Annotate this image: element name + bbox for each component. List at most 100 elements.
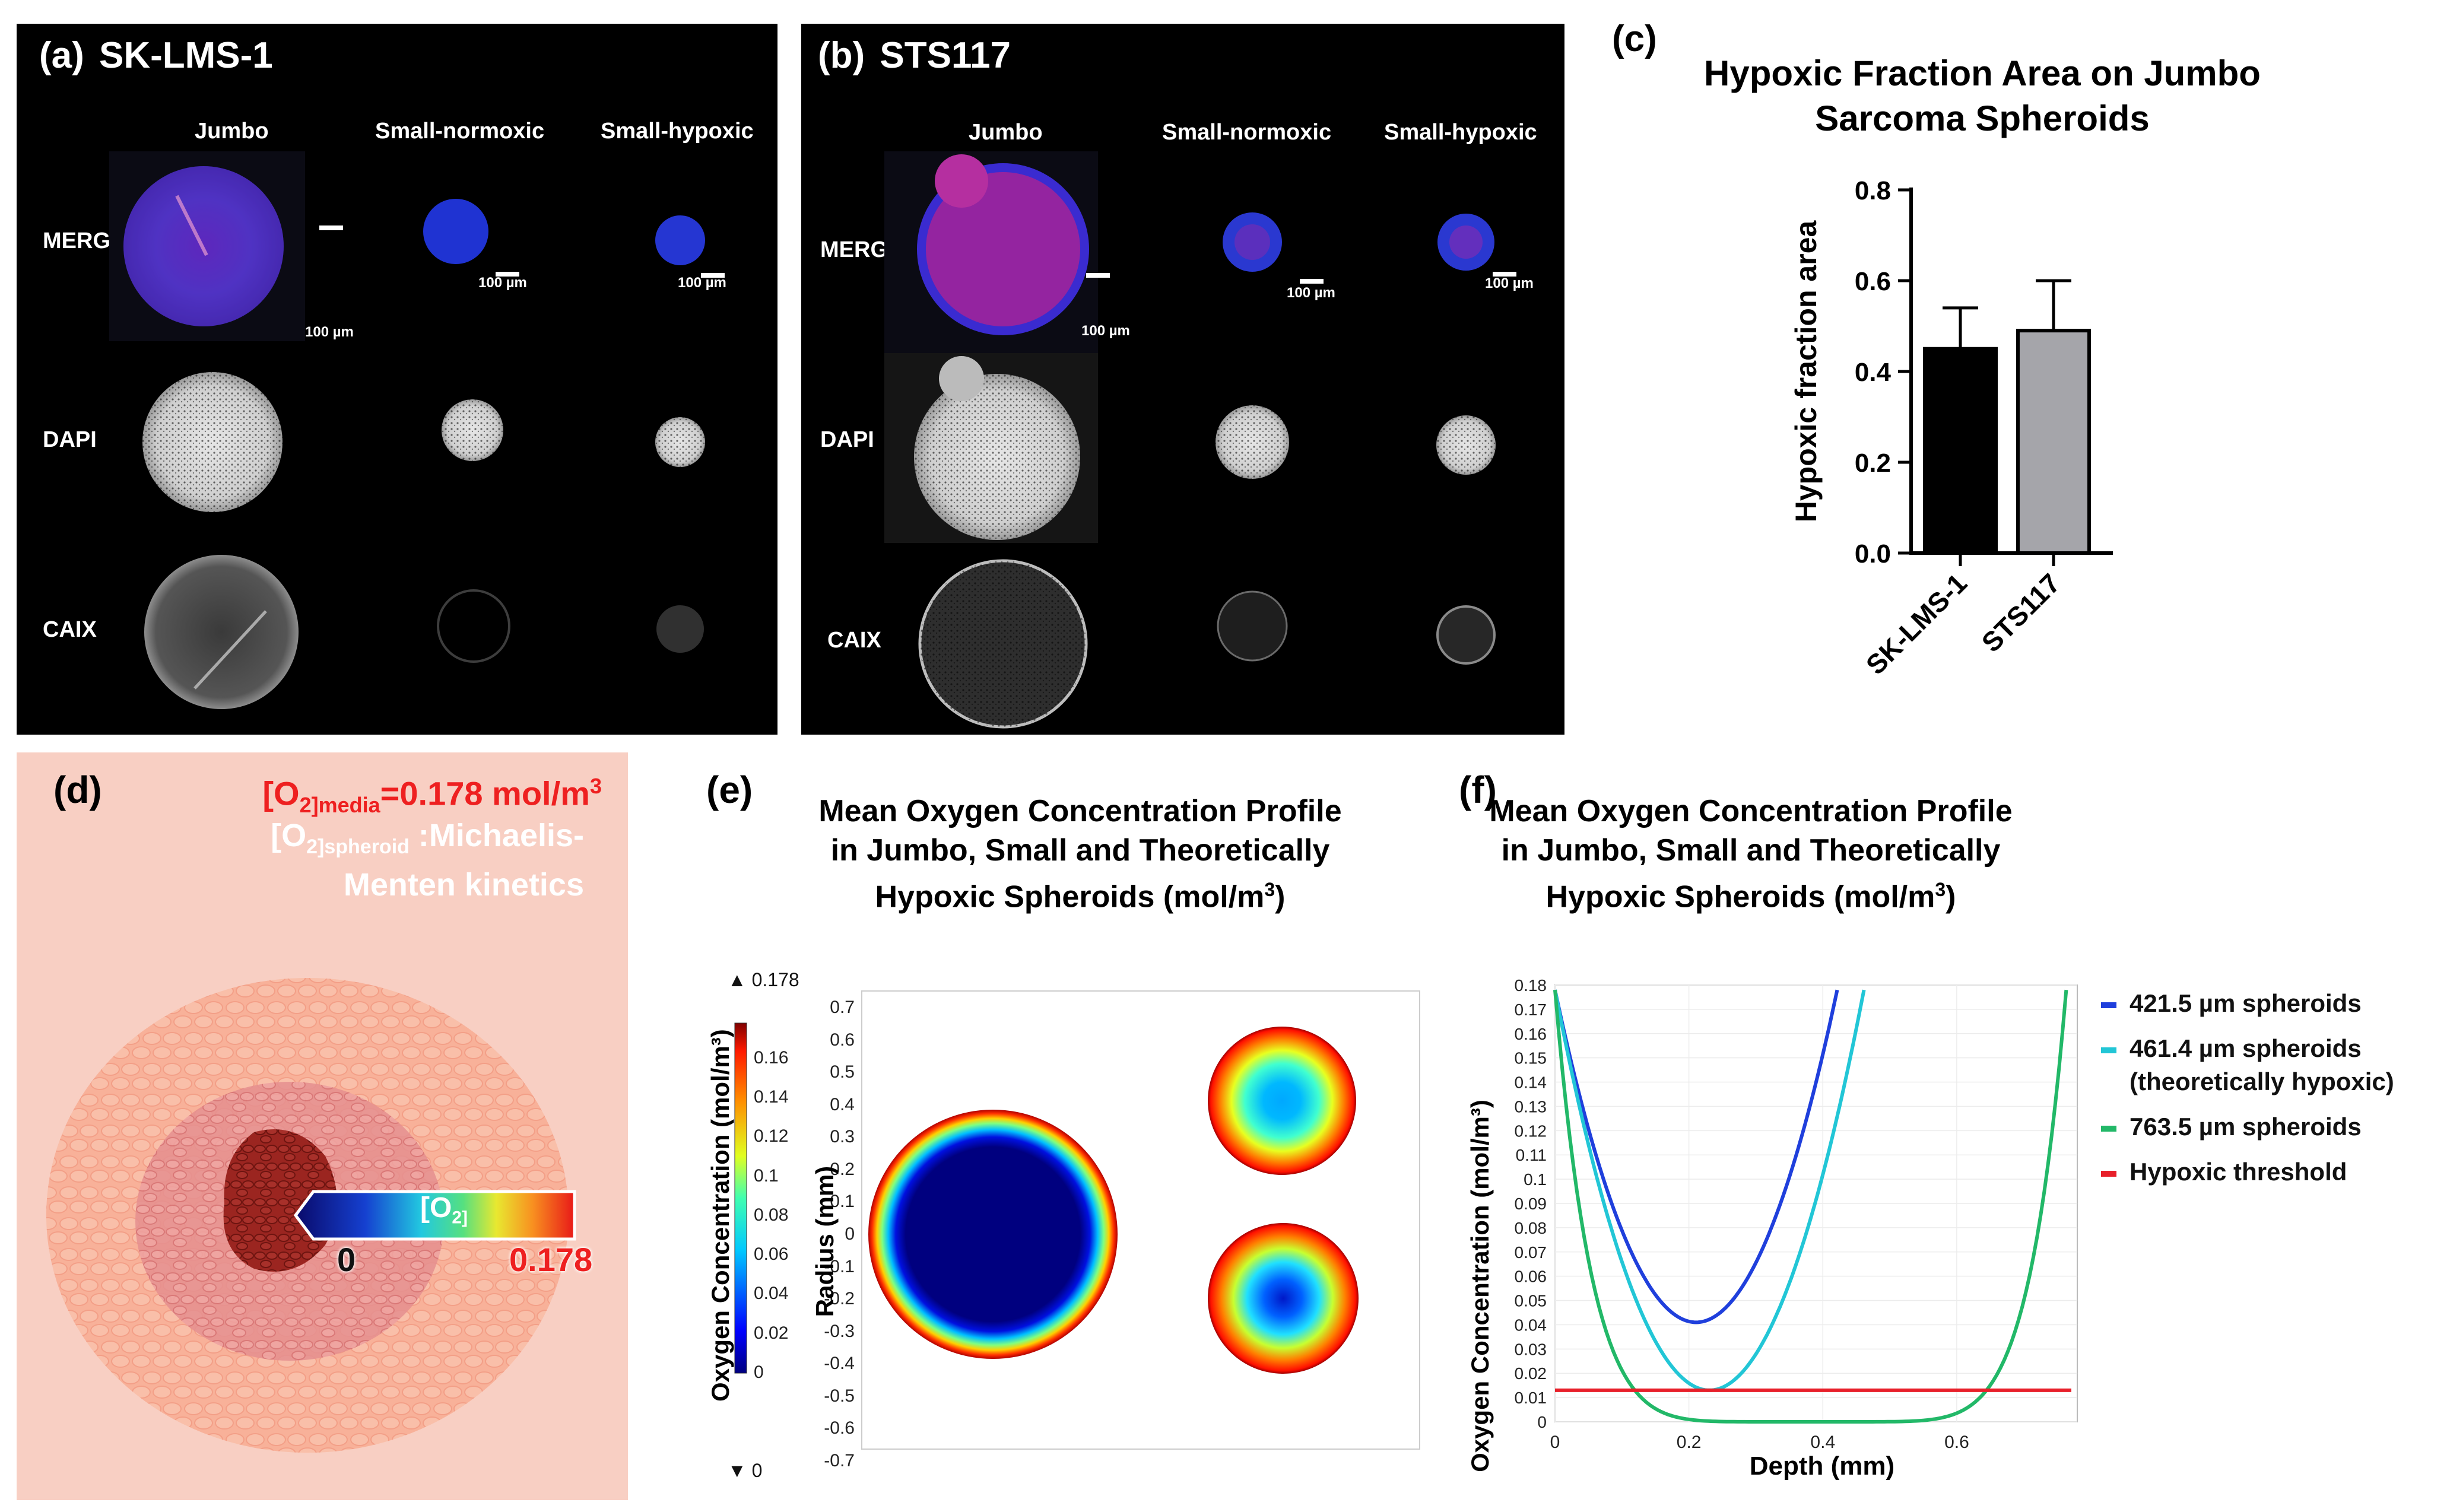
radius-tick-label: -0.5 — [824, 1386, 855, 1406]
y-tick-label: 0.09 — [1515, 1195, 1547, 1213]
panel-b-label: (b) — [818, 35, 865, 76]
panel-c: (c) Hypoxic Fraction Area on Jumbo Sarco… — [1579, 18, 2445, 748]
x-tick-label: SK-LMS-1 — [1860, 567, 1973, 680]
spheroid-caix-small-hypoxic — [1436, 605, 1496, 665]
x-tick-label: 0 — [1550, 1432, 1560, 1452]
y-tick-label: 0.02 — [1515, 1364, 1547, 1383]
x-tick-label: STS117 — [1976, 567, 2067, 658]
gradient-label: [O2] — [420, 1192, 468, 1228]
panel-b: (b) STS117 Jumbo Small-normoxic Small-hy… — [801, 24, 1564, 735]
colorbar-tick-label: 0.1 — [754, 1165, 779, 1186]
y-axis-label: Hypoxic fraction area — [1789, 220, 1823, 523]
colorbar-tick-label: 0.06 — [754, 1244, 789, 1265]
y-tick-label: 0.16 — [1515, 1025, 1547, 1043]
spheroid-caix-small-hypoxic — [656, 605, 704, 653]
spheroid-caix-jumbo — [144, 555, 299, 709]
colorbar-max-label: ▲ 0.178 — [728, 969, 799, 990]
spheroid-caix-small-normoxic — [1217, 590, 1288, 662]
gradient-max-label: 0.178 — [509, 1241, 593, 1278]
chart-title-line: Hypoxic Fraction Area on Jumbo — [1704, 53, 2261, 93]
x-tick-label: 0.2 — [1677, 1432, 1702, 1452]
col-header-jumbo: Jumbo — [969, 120, 1043, 145]
spheroid-caix-small-normoxic — [437, 589, 510, 663]
y-tick-label: 0.07 — [1515, 1243, 1547, 1262]
radius-tick-label: -0.6 — [824, 1418, 855, 1438]
scale-bar-label: 100 µm — [305, 324, 354, 340]
scale-bar-label: 100 µm — [678, 275, 726, 291]
colorbar-tick-label: 0.08 — [754, 1205, 789, 1225]
gradient-min-label: 0 — [337, 1241, 356, 1278]
radius-tick-label: -0.4 — [824, 1354, 855, 1374]
y-tick-label: 0.15 — [1515, 1049, 1547, 1068]
y-tick-label: 0.14 — [1515, 1073, 1547, 1092]
panel-f-title-line: in Jumbo, Small and Theoretically — [1501, 833, 2001, 868]
panel-e-label: (e) — [706, 768, 753, 811]
colorbar-tick-label: 0.04 — [754, 1284, 789, 1304]
col-header-small-hypoxic: Small-hypoxic — [601, 119, 754, 144]
row-label-caix: CAIX — [827, 628, 881, 653]
bar-chart: 0.0 0.2 0.4 0.6 0.8 SK-LMS-1 STS117 Hypoxic fra… — [1789, 176, 2113, 681]
radius-tick-label: 0.3 — [830, 1127, 855, 1147]
panel-c-label: (c) — [1612, 18, 1657, 59]
y-tick-label: 0.13 — [1515, 1097, 1547, 1116]
media-sub1: 2] — [299, 792, 319, 817]
col-header-small-normoxic: Small-normoxic — [375, 119, 545, 144]
panel-d: (d) [O2]media=0.178 mol/m3 [O2]spheroid … — [17, 752, 628, 1500]
spheroid-prefix: [O — [271, 818, 307, 853]
spheroid-sub2: spheroid — [324, 835, 410, 858]
panel-f-title-line: Hypoxic Spheroids (mol/m — [1545, 879, 1935, 914]
y-tick-label: 0.06 — [1515, 1268, 1547, 1286]
gradient-prefix: [O — [420, 1192, 452, 1224]
panel-e-title-line: Mean Oxygen Concentration Profile — [818, 794, 1342, 828]
y-tick-label: 0.12 — [1515, 1122, 1547, 1140]
col-header-jumbo: Jumbo — [195, 119, 269, 144]
hypoxic-spheroid-map — [1208, 1223, 1359, 1374]
y-tick-label: 0.1 — [1524, 1170, 1547, 1189]
y-tick-label: 0.8 — [1855, 176, 1891, 205]
y-tick-label: 0.6 — [1855, 267, 1891, 296]
y-tick-label: 0.03 — [1515, 1340, 1547, 1358]
colorbar-tick-label: 0 — [754, 1362, 764, 1382]
col-header-small-hypoxic: Small-hypoxic — [1384, 120, 1537, 145]
y-tick-label: 0.0 — [1855, 539, 1891, 568]
legend-item: 763.5 µm spheroids — [2101, 1110, 2433, 1143]
row-label-caix: CAIX — [43, 617, 97, 642]
y-tick-label: 0.01 — [1515, 1389, 1547, 1407]
scale-bar-label: 100 µm — [1485, 275, 1534, 291]
media-sup: 3 — [589, 774, 602, 798]
chart-title-line: Sarcoma Spheroids — [1815, 99, 2150, 138]
panel-e-title-end: ) — [1275, 879, 1286, 914]
radius-tick-label: -0.2 — [824, 1289, 855, 1309]
panel-e-title-line: in Jumbo, Small and Theoretically — [830, 833, 1330, 868]
spheroid-kinetics-label: [O2]spheroid :Michaelis- Menten kinetics — [271, 817, 584, 904]
micrograph-grid-b — [884, 151, 1516, 729]
radius-tick-label: 0.7 — [830, 998, 855, 1017]
panel-f-title-line: Mean Oxygen Concentration Profile — [1489, 794, 2013, 828]
colorbar-tick-label: 0.12 — [754, 1126, 789, 1146]
colorbar-tick-label: 0.14 — [754, 1087, 789, 1107]
y-tick-label: 0.04 — [1515, 1316, 1547, 1334]
legend-label: 763.5 µm spheroids — [2130, 1113, 2362, 1141]
panel-d-label: (d) — [53, 768, 102, 811]
panel-e: (e) Mean Oxygen Concentration Profile in… — [653, 752, 1424, 1506]
spheroid-sub1: 2] — [306, 835, 325, 858]
small-spheroid-map — [1208, 1027, 1356, 1175]
panel-e-title-sup: 3 — [1264, 879, 1275, 900]
bar — [1923, 347, 1998, 555]
panel-f-label: (f) — [1459, 768, 1497, 811]
colorbar-tick-label: 0.16 — [754, 1047, 789, 1068]
legend-label: 461.4 µm spheroids — [2130, 1034, 2362, 1062]
colorbar — [734, 1022, 747, 1374]
jumbo-spheroid-map — [868, 1110, 1118, 1359]
row-label-dapi: DAPI — [820, 427, 874, 452]
radius-tick-label: 0 — [845, 1224, 855, 1244]
spheroid-rest: :Michaelis- — [409, 818, 584, 853]
panel-b-title: STS117 — [880, 35, 1011, 76]
x-tick-label: 0.4 — [1810, 1432, 1835, 1452]
y-tick-label: 0.18 — [1515, 976, 1547, 995]
y-tick-label: 0.11 — [1516, 1146, 1547, 1164]
col-header-small-normoxic: Small-normoxic — [1162, 120, 1332, 145]
radius-axis-label: Radius (mm) — [811, 1165, 839, 1317]
oxygen-color-map — [734, 990, 1420, 1450]
radius-tick-label: 0.4 — [830, 1094, 855, 1114]
